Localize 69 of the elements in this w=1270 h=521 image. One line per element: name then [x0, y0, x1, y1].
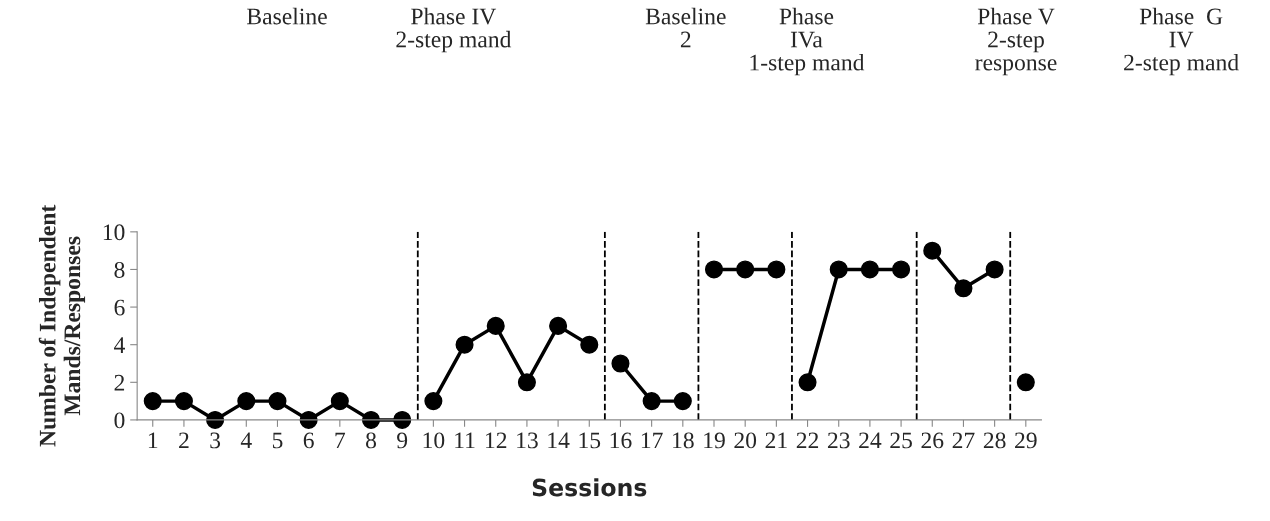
point [642, 392, 661, 411]
point [517, 373, 536, 392]
point [455, 335, 474, 354]
x-tick-label: 7 [335, 432, 346, 449]
x-tick-label: 5 [272, 432, 283, 449]
point [923, 241, 942, 260]
point [1016, 373, 1035, 392]
point [424, 392, 443, 411]
x-tick-label: 18 [673, 432, 694, 449]
point [767, 260, 786, 279]
x-tick-label: 27 [952, 432, 975, 449]
point [954, 279, 973, 298]
y-tick-label: 0 [114, 412, 125, 429]
point [704, 260, 724, 279]
x-tick-label: 2 [179, 432, 189, 449]
text: Phase V 2-step response [975, 7, 1057, 76]
x-tick-label: 26 [921, 432, 944, 449]
point [268, 392, 287, 411]
point [580, 335, 599, 354]
point [673, 392, 692, 411]
point [237, 392, 256, 411]
x-tick-label: 14 [548, 432, 570, 449]
point [798, 373, 817, 392]
point [330, 392, 349, 411]
x-tick-label: 17 [641, 432, 663, 449]
x-axis-title: Sessions [532, 478, 647, 497]
x-tick-label: 24 [859, 432, 882, 449]
x-tick-label: 23 [827, 432, 850, 449]
point [486, 316, 505, 335]
x-tick-label: 9 [397, 432, 408, 449]
x-tick-label: 10 [423, 432, 445, 449]
point [611, 354, 630, 373]
text: Phase G IV 2-step mand [1124, 7, 1239, 76]
point [736, 260, 755, 279]
x-tick-label: 28 [983, 432, 1006, 449]
x-tick-label: 29 [1015, 432, 1037, 449]
point [361, 410, 381, 429]
x-tick-label: 21 [765, 432, 787, 449]
point [829, 260, 848, 279]
x-tick-label: 25 [890, 432, 912, 449]
point [860, 260, 879, 279]
x-tick-label: 16 [610, 432, 632, 449]
point [143, 392, 162, 411]
text: Phase IVa 1-step mand [750, 7, 865, 76]
text: Phase IV 2-step mand [396, 7, 512, 53]
x-tick-label: 4 [240, 432, 252, 449]
x-tick-label: 6 [303, 432, 314, 449]
x-tick-label: 3 [210, 432, 221, 449]
text: Baseline 2 [645, 7, 726, 48]
x-tick-label: 20 [734, 432, 757, 449]
point [985, 260, 1004, 279]
x-tick-label: 19 [704, 432, 725, 449]
x-tick-label: 11 [455, 432, 475, 449]
y-axis-title: Number of Independent Mands/Responses [38, 204, 86, 447]
y-tick-label: 6 [114, 299, 125, 316]
y-tick-label: 8 [114, 261, 125, 278]
x-tick-label: 13 [517, 432, 538, 449]
x-tick-label: 12 [486, 432, 507, 449]
point [174, 392, 193, 411]
x-tick-label: 1 [148, 432, 158, 449]
point [892, 260, 911, 279]
text: Baseline [247, 7, 327, 25]
x-tick-label: 8 [366, 432, 377, 449]
point [549, 316, 568, 335]
y-tick-label: 4 [114, 337, 125, 353]
x-tick-label: 15 [579, 432, 601, 449]
x-tick-label: 22 [796, 432, 819, 449]
y-tick-label: 2 [114, 374, 125, 391]
y-tick-label: 10 [103, 224, 125, 241]
